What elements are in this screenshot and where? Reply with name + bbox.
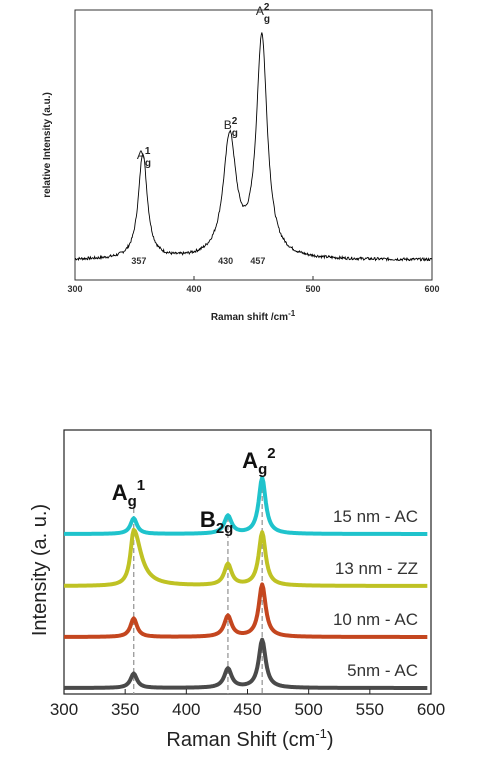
top-peak-value-label: 357 <box>131 256 146 266</box>
bottom-x-tick-label: 550 <box>356 700 384 719</box>
top-x-tick-label: 600 <box>424 284 439 294</box>
series-line-1 <box>63 527 429 588</box>
bottom-chart: 15 nm - AC 13 nm - ZZ 10 nm - AC 5nm - AC A… <box>29 429 445 751</box>
bottom-series <box>63 475 429 690</box>
top-peak-value-label: 457 <box>250 256 265 266</box>
bottom-peak-label: Ag2 <box>242 445 275 478</box>
top-plot-frame <box>74 9 433 281</box>
bottom-x-tick-label: 400 <box>172 700 200 719</box>
series-label: 15 nm - AC <box>333 507 418 526</box>
top-x-ticks: 300 400 500 600 <box>67 276 440 294</box>
top-peak-label: A2 g <box>256 2 270 25</box>
top-x-tick-label: 300 <box>67 284 82 294</box>
top-x-axis-label: Raman shift /cm-1 <box>211 309 296 323</box>
series-label: 5nm - AC <box>347 661 418 680</box>
top-peak-label: A1 g <box>137 146 151 169</box>
top-x-tick-label: 500 <box>305 284 320 294</box>
top-chart: 300 400 500 600 A1 g B2 g A2 g 357 430 457 Raman s… <box>42 2 440 323</box>
top-peak-labels: A1 g B2 g A2 g <box>137 2 270 169</box>
bottom-series-labels: 15 nm - AC 13 nm - ZZ 10 nm - AC 5nm - AC <box>333 507 418 680</box>
bottom-x-axis-label: Raman Shift (cm-1) <box>166 726 333 751</box>
bottom-peak-label: B2g <box>200 507 233 537</box>
bottom-x-tick-label: 600 <box>417 700 445 719</box>
series-label: 10 nm - AC <box>333 610 418 629</box>
series-line-0 <box>63 475 429 536</box>
bottom-x-tick-label: 450 <box>233 700 261 719</box>
bottom-x-ticks: 300 350 400 450 500 550 600 <box>50 689 445 719</box>
series-line-3 <box>63 637 429 690</box>
bottom-x-tick-label: 350 <box>111 700 139 719</box>
bottom-peak-label: Ag1 <box>112 477 145 510</box>
bottom-peak-guides <box>133 480 263 694</box>
bottom-peak-labels: Ag1 B2g Ag2 <box>112 445 276 537</box>
series-label: 13 nm - ZZ <box>335 559 418 578</box>
bottom-x-tick-label: 500 <box>294 700 322 719</box>
top-peak-value-label: 430 <box>218 256 233 266</box>
top-peak-label: B2 g <box>224 116 238 139</box>
bottom-y-axis-label: Intensity (a. u.) <box>29 504 51 636</box>
top-spectrum-line <box>74 32 433 262</box>
series-line-2 <box>63 582 429 639</box>
top-value-labels: 357 430 457 <box>131 256 265 266</box>
top-y-axis-label: relative Intensity (a.u.) <box>42 92 53 198</box>
bottom-x-tick-label: 300 <box>50 700 78 719</box>
top-x-tick-label: 400 <box>186 284 201 294</box>
